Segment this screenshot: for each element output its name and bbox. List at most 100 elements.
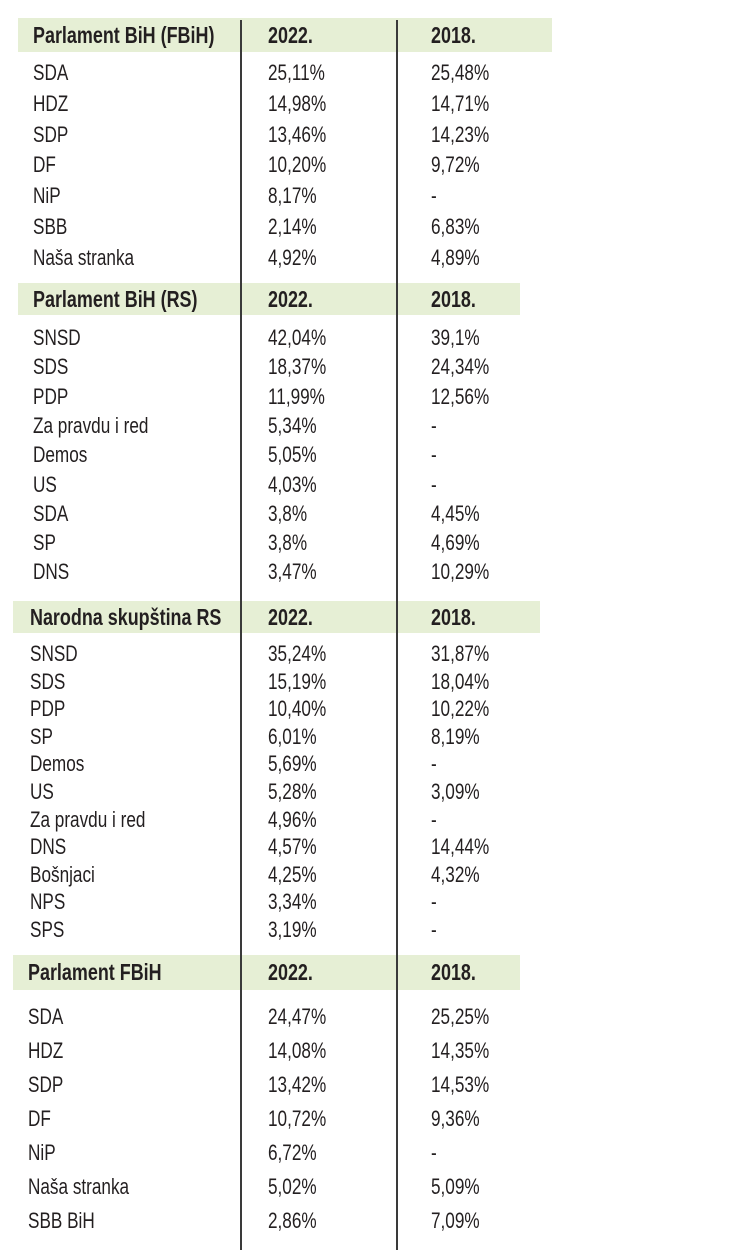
party-name: SDA — [33, 500, 69, 526]
result-2018: 5,09% — [431, 1174, 480, 1199]
party-name: SDA — [33, 60, 69, 85]
result-2022: 13,46% — [268, 121, 327, 147]
result-2018: 14,35% — [431, 1038, 490, 1063]
result-2022: 42,04% — [268, 325, 327, 350]
result-2022: 5,69% — [268, 751, 317, 777]
party-name: DNS — [30, 834, 67, 860]
result-2022: 11,99% — [268, 383, 325, 409]
result-2022: 3,47% — [268, 559, 317, 585]
result-2018: 14,71% — [431, 90, 490, 116]
result-2022: 4,25% — [268, 861, 317, 887]
column-header-2018: 2018. — [431, 286, 476, 312]
result-2022: 6,01% — [268, 723, 317, 749]
result-2022: 5,28% — [268, 779, 317, 804]
result-2022: 24,47% — [268, 1004, 327, 1029]
party-name: Za pravdu i red — [30, 806, 146, 832]
result-2018: - — [431, 917, 437, 942]
result-2022: 14,08% — [268, 1038, 327, 1063]
party-name: DF — [28, 1106, 51, 1131]
result-2018: - — [431, 751, 437, 777]
result-2022: 4,92% — [268, 244, 317, 270]
result-2018: 9,36% — [431, 1106, 480, 1131]
party-name: HDZ — [28, 1038, 64, 1063]
party-name: NiP — [28, 1140, 56, 1165]
party-name: PDP — [30, 696, 66, 722]
party-name: Naša stranka — [28, 1174, 130, 1199]
result-2022: 14,98% — [268, 90, 327, 116]
result-2018: 18,04% — [431, 668, 490, 694]
result-2022: 4,57% — [268, 834, 317, 860]
result-2018: 10,29% — [431, 559, 490, 585]
result-2018: - — [431, 471, 437, 497]
result-2022: 10,72% — [268, 1106, 327, 1131]
result-2018: 25,48% — [431, 60, 490, 85]
result-2022: 2,86% — [268, 1208, 317, 1233]
result-2018: 4,69% — [431, 530, 480, 556]
column-divider — [396, 20, 398, 1250]
party-name: NiP — [33, 183, 61, 209]
column-divider — [240, 20, 242, 1250]
result-2022: 10,40% — [268, 696, 327, 722]
result-2022: 6,72% — [268, 1140, 317, 1165]
section-title: Narodna skupština RS — [30, 604, 222, 630]
result-2022: 4,03% — [268, 471, 317, 497]
result-2018: 4,32% — [431, 861, 480, 887]
column-header-2022: 2022. — [268, 959, 313, 985]
result-2018: - — [431, 412, 437, 438]
party-name: SBB BiH — [28, 1208, 95, 1233]
result-2018: - — [431, 889, 437, 915]
result-2022: 10,20% — [268, 152, 327, 178]
result-2022: 3,8% — [268, 500, 308, 526]
result-2018: - — [431, 183, 437, 209]
party-name: Naša stranka — [33, 244, 135, 270]
section-header-band — [18, 283, 520, 315]
column-header-2018: 2018. — [431, 959, 476, 985]
party-name: DF — [33, 152, 56, 178]
party-name: SP — [30, 723, 53, 749]
section-title: Parlament BiH (RS) — [33, 286, 198, 312]
result-2018: 12,56% — [431, 383, 490, 409]
result-2022: 4,96% — [268, 806, 317, 832]
party-name: SNSD — [33, 325, 81, 350]
party-name: SDA — [28, 1004, 64, 1029]
party-name: PDP — [33, 383, 69, 409]
party-name: SNSD — [30, 641, 78, 666]
party-name: SDP — [33, 121, 69, 147]
result-2018: 7,09% — [431, 1208, 480, 1233]
party-name: DNS — [33, 559, 70, 585]
column-header-2022: 2022. — [268, 22, 313, 48]
party-name: SBB — [33, 214, 68, 239]
result-2018: 31,87% — [431, 641, 490, 666]
result-2022: 25,11% — [268, 60, 325, 85]
result-2022: 2,14% — [268, 214, 317, 239]
result-2018: - — [431, 1140, 437, 1165]
result-2022: 5,34% — [268, 412, 317, 438]
section-header-band — [18, 18, 552, 52]
result-2018: 14,23% — [431, 121, 490, 147]
result-2018: 25,25% — [431, 1004, 490, 1029]
party-name: HDZ — [33, 90, 69, 116]
result-2018: 39,1% — [431, 325, 480, 350]
result-2022: 3,19% — [268, 917, 317, 942]
party-name: Demos — [30, 751, 85, 777]
result-2022: 5,02% — [268, 1174, 317, 1199]
result-2022: 3,8% — [268, 530, 308, 556]
result-2022: 3,34% — [268, 889, 317, 915]
result-2018: 8,19% — [431, 723, 480, 749]
party-name: SDP — [28, 1072, 64, 1097]
result-2018: 24,34% — [431, 354, 490, 380]
party-name: SPS — [30, 917, 65, 942]
party-name: US — [33, 471, 57, 497]
section-header-band — [13, 601, 540, 633]
result-2018: - — [431, 806, 437, 832]
column-header-2018: 2018. — [431, 22, 476, 48]
party-name: Demos — [33, 442, 88, 468]
column-header-2022: 2022. — [268, 604, 313, 630]
party-name: Bošnjaci — [30, 861, 95, 887]
party-name: Za pravdu i red — [33, 412, 149, 438]
result-2022: 13,42% — [268, 1072, 327, 1097]
result-2018: 14,44% — [431, 834, 490, 860]
result-2018: - — [431, 442, 437, 468]
result-2018: 10,22% — [431, 696, 490, 722]
party-name: NPS — [30, 889, 66, 915]
